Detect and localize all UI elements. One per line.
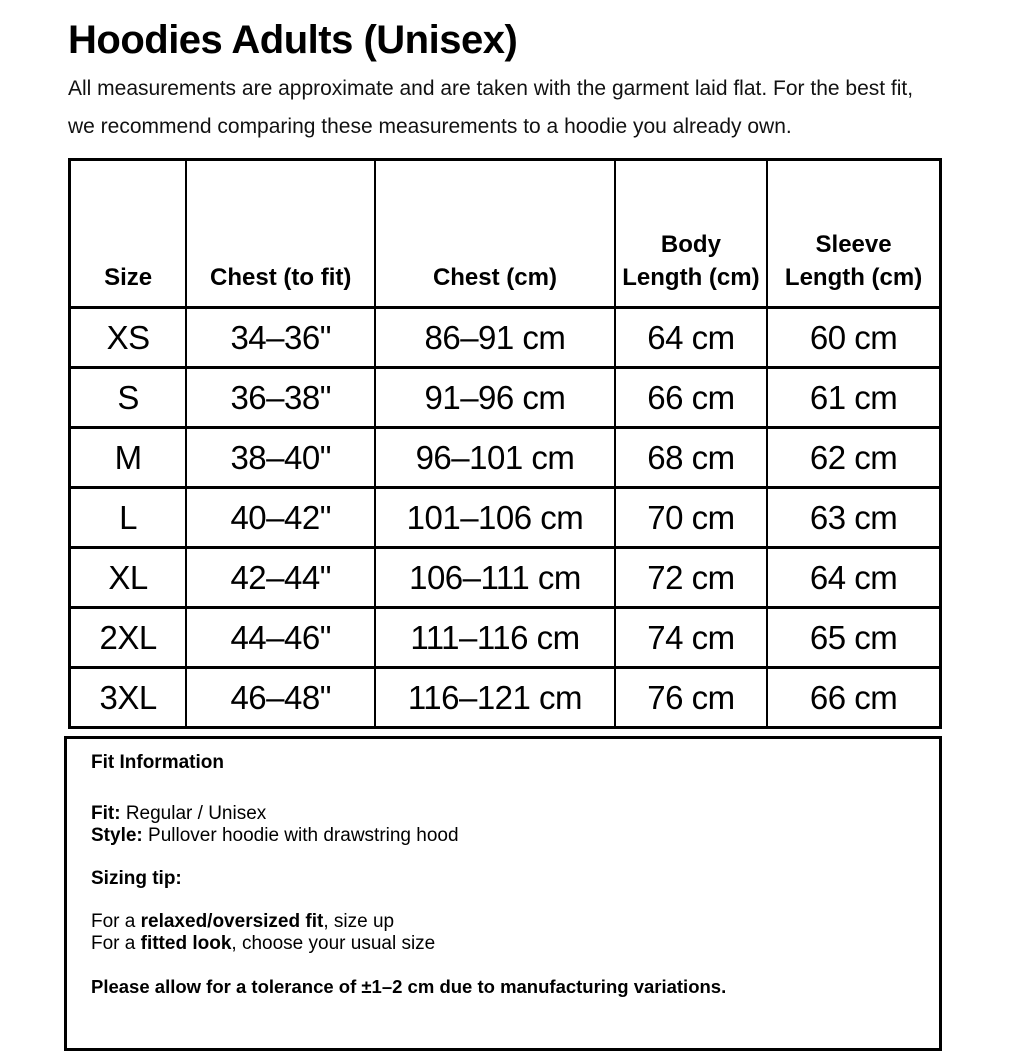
chest-to-fit-cell: 44–46" xyxy=(185,606,377,669)
sizing-tip-heading: Sizing tip: xyxy=(91,868,182,889)
fit-information-heading: Fit Information xyxy=(91,752,224,773)
column-header-chest-to-fit: Chest (to fit) xyxy=(185,158,377,309)
size-cell: L xyxy=(68,486,188,549)
sleeve-length-cell: 60 cm xyxy=(766,306,942,369)
size-chart-table: Size Chest (to fit) Chest (cm) Body Leng… xyxy=(68,158,942,729)
chest-cm-cell: 106–111 cm xyxy=(374,546,616,609)
sleeve-length-cell: 61 cm xyxy=(766,366,942,429)
column-header-size: Size xyxy=(68,158,188,309)
tip-bold: relaxed/oversized fit xyxy=(140,911,324,932)
tolerance-note: Please allow for a tolerance of ±1–2 cm … xyxy=(91,976,727,997)
size-cell: XS xyxy=(68,306,188,369)
chest-cm-cell: 86–91 cm xyxy=(374,306,616,369)
page-title: Hoodies Adults (Unisex) xyxy=(68,18,518,62)
body-length-cell: 66 cm xyxy=(613,366,769,429)
tip-fitted-line: For a fitted look, choose your usual siz… xyxy=(91,933,915,955)
style-line: Style: Pullover hoodie with drawstring h… xyxy=(91,825,915,847)
sleeve-length-cell: 63 cm xyxy=(766,486,942,549)
body-length-cell: 68 cm xyxy=(613,426,769,489)
size-cell: 3XL xyxy=(68,666,188,729)
fit-information-panel: Fit Information Fit: Regular / Unisex St… xyxy=(64,736,942,1051)
chest-cm-cell: 91–96 cm xyxy=(374,366,616,429)
tip-prefix: For a xyxy=(91,933,141,954)
tip-suffix: , size up xyxy=(323,911,395,932)
chest-to-fit-cell: 42–44" xyxy=(185,546,377,609)
tip-suffix: , choose your usual size xyxy=(231,933,436,954)
table-row-2xl: 2XL 44–46" 111–116 cm 74 cm 65 cm xyxy=(68,606,942,669)
body-length-cell: 70 cm xyxy=(613,486,769,549)
chest-to-fit-cell: 34–36" xyxy=(185,306,377,369)
sleeve-length-cell: 64 cm xyxy=(766,546,942,609)
table-row-xl: XL 42–44" 106–111 cm 72 cm 64 cm xyxy=(68,546,942,609)
header-row: Size Chest (to fit) Chest (cm) Body Leng… xyxy=(68,158,942,309)
sleeve-length-cell: 62 cm xyxy=(766,426,942,489)
table-row-xs: XS 34–36" 86–91 cm 64 cm 60 cm xyxy=(68,306,942,369)
size-cell: S xyxy=(68,366,188,429)
tip-relaxed-line: For a relaxed/oversized fit, size up xyxy=(91,911,915,933)
column-header-sleeve-length: Sleeve Length (cm) xyxy=(766,158,942,309)
sleeve-length-cell: 66 cm xyxy=(766,666,942,729)
body-length-cell: 72 cm xyxy=(613,546,769,609)
tip-prefix: For a xyxy=(91,911,141,932)
body-length-cell: 64 cm xyxy=(613,306,769,369)
size-cell: XL xyxy=(68,546,188,609)
fit-label: Fit: xyxy=(91,803,121,824)
tip-bold: fitted look xyxy=(140,933,232,954)
table-row-s: S 36–38" 91–96 cm 66 cm 61 cm xyxy=(68,366,942,429)
chest-to-fit-cell: 40–42" xyxy=(185,486,377,549)
chest-to-fit-cell: 38–40" xyxy=(185,426,377,489)
page-subtitle: All measurements are approximate and are… xyxy=(68,77,914,138)
column-header-chest-cm: Chest (cm) xyxy=(374,158,616,309)
fit-value: Regular / Unisex xyxy=(125,803,267,824)
chest-cm-cell: 96–101 cm xyxy=(374,426,616,489)
chest-to-fit-cell: 46–48" xyxy=(185,666,377,729)
fit-line: Fit: Regular / Unisex xyxy=(91,803,915,825)
size-cell: 2XL xyxy=(68,606,188,669)
column-header-body-length: Body Length (cm) xyxy=(613,158,769,309)
style-value: Pullover hoodie with drawstring hood xyxy=(148,825,459,846)
sleeve-length-cell: 65 cm xyxy=(766,606,942,669)
chest-cm-cell: 101–106 cm xyxy=(374,486,616,549)
chest-to-fit-cell: 36–38" xyxy=(185,366,377,429)
size-cell: M xyxy=(68,426,188,489)
chest-cm-cell: 111–116 cm xyxy=(374,606,616,669)
table-row-m: M 38–40" 96–101 cm 68 cm 62 cm xyxy=(68,426,942,489)
body-length-cell: 74 cm xyxy=(613,606,769,669)
body-length-cell: 76 cm xyxy=(613,666,769,729)
chest-cm-cell: 116–121 cm xyxy=(374,666,616,729)
style-label: Style: xyxy=(91,825,143,846)
table-row-3xl: 3XL 46–48" 116–121 cm 76 cm 66 cm xyxy=(68,666,942,729)
table-row-l: L 40–42" 101–106 cm 70 cm 63 cm xyxy=(68,486,942,549)
